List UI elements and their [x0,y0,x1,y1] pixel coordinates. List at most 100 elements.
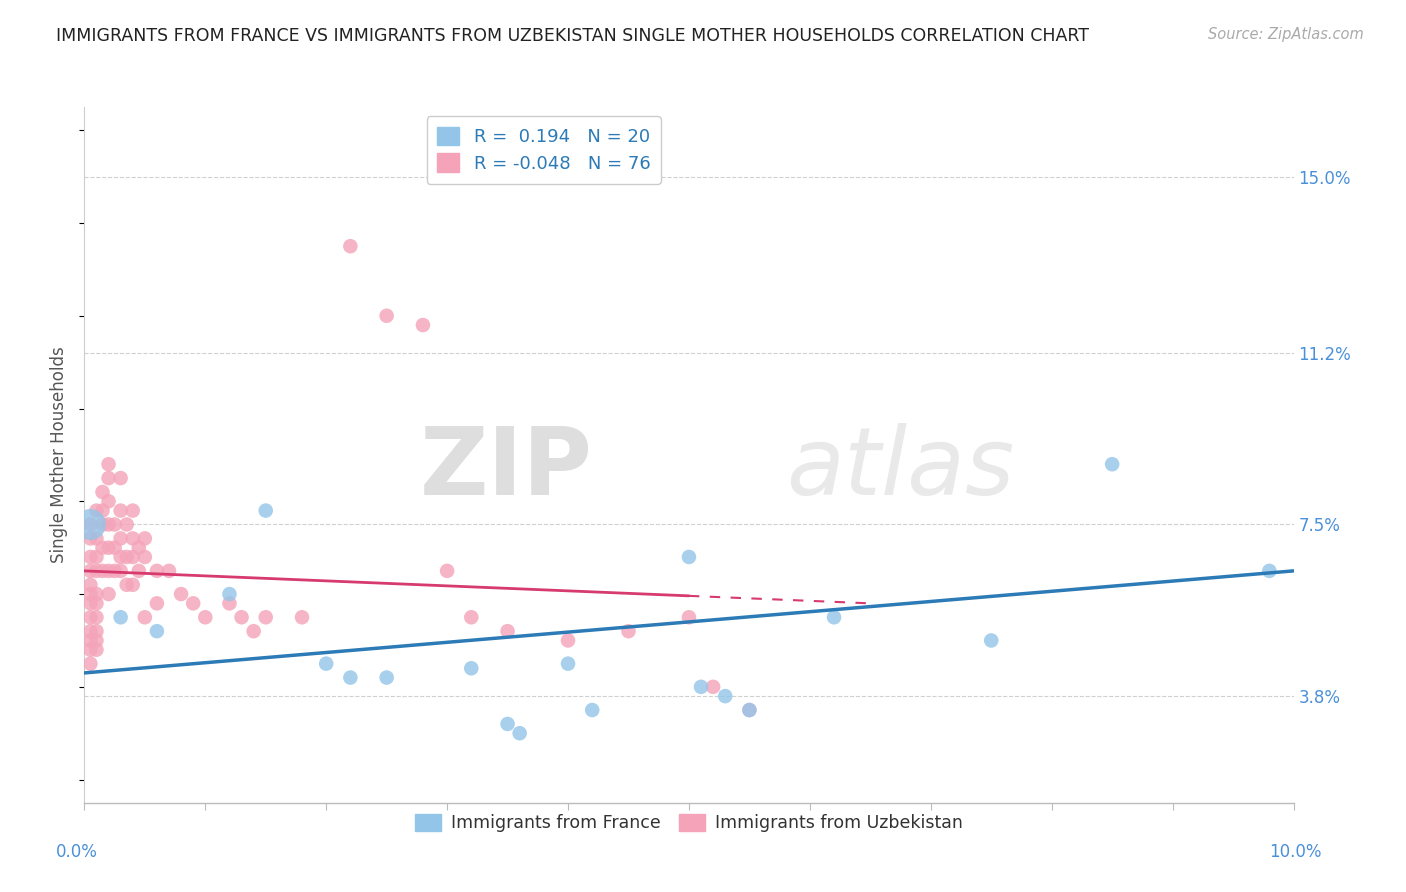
Point [242,624,264,639]
Point [91,541,114,555]
Point [79,517,101,532]
Point [460,661,482,675]
Point [79,532,101,546]
Point [134,532,156,546]
Text: Source: ZipAtlas.com: Source: ZipAtlas.com [1208,27,1364,42]
Point [86,564,108,578]
Point [121,549,143,564]
Point [86,532,108,546]
Point [678,610,700,624]
Point [1101,457,1123,471]
Point [291,610,314,624]
Text: ZIP: ZIP [419,423,592,515]
Point [115,549,138,564]
Point [218,587,240,601]
Point [170,587,193,601]
Point [86,610,108,624]
Point [1258,564,1281,578]
Point [509,726,531,740]
Point [254,503,277,517]
Point [121,503,143,517]
Point [121,578,143,592]
Point [146,624,169,639]
Point [581,703,603,717]
Point [79,596,101,610]
Point [157,564,180,578]
Point [97,541,120,555]
Point [121,532,143,546]
Point [86,624,108,639]
Point [146,596,169,610]
Point [91,503,114,517]
Point [134,549,156,564]
Point [375,671,398,685]
Point [79,564,101,578]
Point [97,471,120,485]
Point [97,494,120,508]
Point [496,717,519,731]
Point [91,485,114,500]
Point [557,633,579,648]
Point [194,610,217,624]
Point [86,549,108,564]
Point [104,541,127,555]
Text: atlas: atlas [786,424,1014,515]
Point [980,633,1002,648]
Point [231,610,253,624]
Point [91,564,114,578]
Point [79,610,101,624]
Point [86,587,108,601]
Point [110,503,132,517]
Point [97,587,120,601]
Point [146,564,169,578]
Point [375,309,398,323]
Point [460,610,482,624]
Point [79,657,101,671]
Point [86,633,108,648]
Point [702,680,724,694]
Point [436,564,458,578]
Point [181,596,204,610]
Point [115,517,138,532]
Text: 0.0%: 0.0% [56,843,98,861]
Point [218,596,240,610]
Point [110,549,132,564]
Point [738,703,761,717]
Text: 10.0%: 10.0% [1270,843,1322,861]
Point [86,642,108,657]
Point [738,703,761,717]
Point [617,624,640,639]
Point [79,578,101,592]
Point [678,549,700,564]
Point [79,633,101,648]
Point [110,564,132,578]
Point [339,239,361,253]
Text: IMMIGRANTS FROM FRANCE VS IMMIGRANTS FROM UZBEKISTAN SINGLE MOTHER HOUSEHOLDS CO: IMMIGRANTS FROM FRANCE VS IMMIGRANTS FRO… [56,27,1090,45]
Point [315,657,337,671]
Point [86,596,108,610]
Point [496,624,519,639]
Point [412,318,434,332]
Point [714,689,737,703]
Point [254,610,277,624]
Point [79,642,101,657]
Point [110,532,132,546]
Point [115,578,138,592]
Point [128,564,150,578]
Y-axis label: Single Mother Households: Single Mother Households [51,347,69,563]
Point [110,610,132,624]
Point [104,564,127,578]
Point [690,680,713,694]
Point [104,517,127,532]
Point [97,564,120,578]
Point [79,587,101,601]
Legend: Immigrants from France, Immigrants from Uzbekistan: Immigrants from France, Immigrants from … [408,806,970,839]
Point [79,549,101,564]
Point [128,541,150,555]
Point [79,517,101,532]
Point [110,471,132,485]
Point [86,503,108,517]
Point [557,657,579,671]
Point [91,517,114,532]
Point [97,457,120,471]
